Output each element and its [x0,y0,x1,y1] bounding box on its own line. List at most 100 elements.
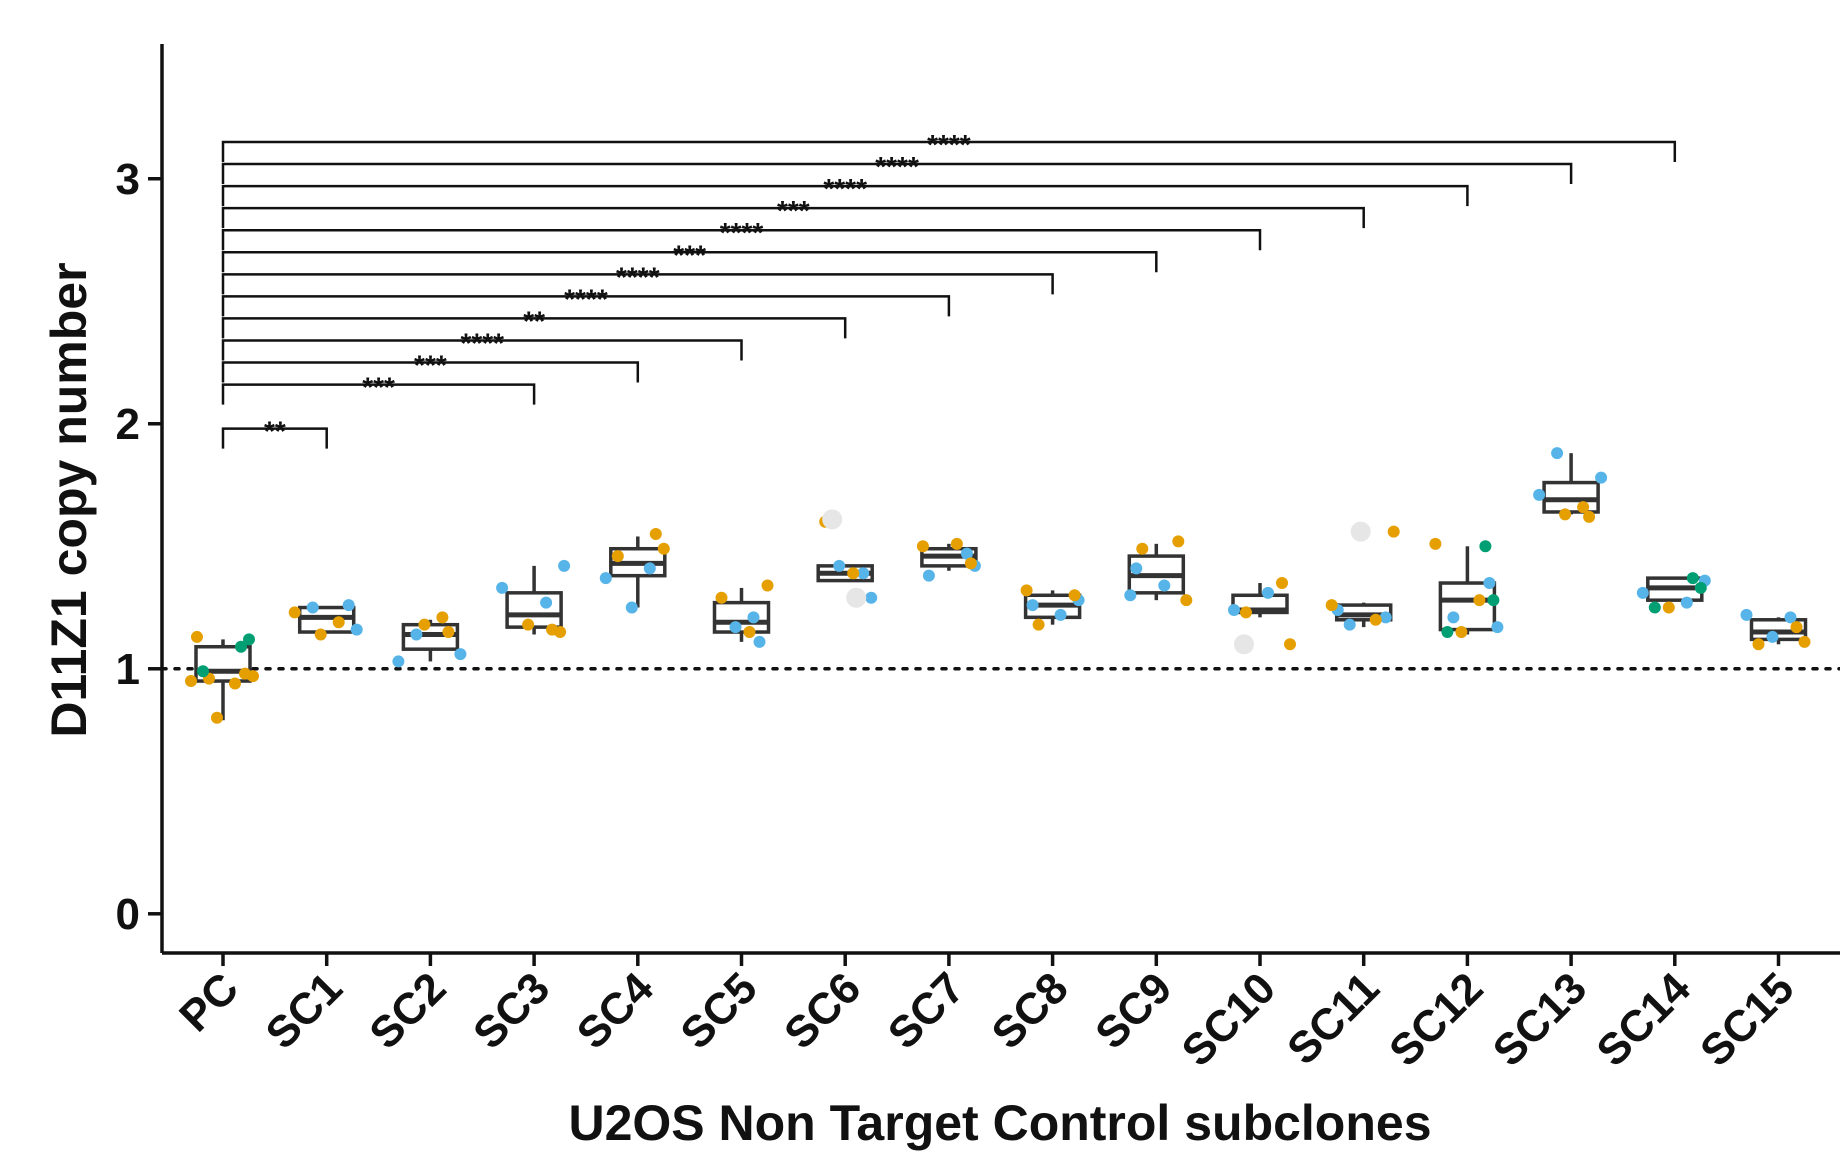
x-tick-label-sc10: SC10 [1173,963,1285,1075]
bracket-sc9 [221,251,1158,273]
point-sc14-3 [1662,601,1675,614]
bracket-sc3 [221,383,536,405]
x-tick-label-sc3: SC3 [464,963,559,1058]
sig-label-sc8: **** [616,261,660,292]
sig-label-sc5: **** [460,327,504,358]
point-sc3-0 [558,559,571,572]
box-sc3 [505,591,563,629]
point-sc15-4 [1798,635,1811,648]
point-sc12-4 [1473,594,1486,607]
point-sc13-0 [1551,447,1564,460]
bracket-sc4 [221,361,640,383]
box-sc5 [712,600,771,634]
x-tick-label-sc9: SC9 [1086,963,1181,1058]
point-sc3-5 [554,626,567,639]
point-sc3-3 [522,618,535,631]
point-sc8-3 [1020,584,1033,597]
point-sc7-0 [960,547,973,560]
point-sc6-6 [846,587,867,608]
point-sc1-3 [288,606,301,619]
point-sc15-0 [1740,608,1753,621]
box-layer [194,453,1808,721]
point-sc12-5 [1455,626,1468,639]
box-sc12 [1438,581,1497,632]
point-sc2-3 [436,611,449,624]
sig-label-sc7: **** [564,283,608,314]
sig-label-sc6: ** [523,305,545,336]
point-sc11-3 [1387,525,1400,538]
point-sc10-4 [1284,638,1296,651]
x-tick-label-sc15: SC15 [1691,963,1803,1075]
point-sc15-2 [1766,630,1779,643]
point-sc12-7 [1487,594,1500,607]
point-sc2-0 [410,628,423,641]
point-sc6-2 [865,591,878,604]
point-sc12-0 [1483,577,1496,590]
point-sc14-5 [1694,581,1707,594]
point-sc10-3 [1240,606,1252,619]
bracket-sc6 [221,317,847,339]
point-sc13-3 [1577,501,1590,514]
point-sc12-2 [1491,621,1504,634]
point-sc11-1 [1379,611,1392,624]
x-tick-label-sc1: SC1 [257,963,352,1058]
point-sc9-3 [1172,535,1185,548]
point-sc5-3 [761,579,774,592]
point-pc-7 [235,640,247,653]
point-sc10-1 [1228,603,1240,616]
sig-label-sc10: **** [720,217,764,248]
point-sc10-5 [1234,634,1254,655]
sig-label-sc3: *** [362,372,395,403]
point-sc12-8 [1441,626,1454,639]
point-sc10-2 [1276,577,1288,590]
point-pc-5 [229,677,241,690]
point-sc5-0 [747,611,760,624]
bracket-sc13 [221,162,1573,185]
point-sc8-2 [1054,608,1067,621]
point-layer [185,447,1811,724]
point-sc12-1 [1447,611,1460,624]
point-sc9-4 [1136,542,1149,555]
point-sc5-2 [753,635,766,648]
bracket-sc5 [221,339,743,361]
point-pc-3 [247,670,259,683]
point-sc11-6 [1350,521,1371,542]
point-sc9-2 [1124,589,1137,602]
point-sc11-5 [1369,613,1382,626]
x-tick-label-sc11: SC11 [1278,963,1389,1074]
point-sc9-5 [1180,594,1193,607]
y-tick-label-2: 2 [116,400,140,449]
sig-label-sc13: **** [875,151,919,182]
point-sc4-1 [643,562,656,575]
y-tick-label-1: 1 [116,645,140,694]
x-tick-label-sc12: SC12 [1380,963,1492,1075]
x-tick-label-sc2: SC2 [360,963,455,1058]
point-pc-6 [211,711,223,724]
point-sc3-2 [540,596,553,609]
point-sc14-1 [1636,586,1649,599]
point-sc2-2 [392,655,405,668]
x-tick-label-sc7: SC7 [879,963,974,1058]
sig-label-sc12: **** [823,173,867,204]
x-tick-label-sc14: SC14 [1587,963,1700,1076]
point-sc6-5 [822,509,843,530]
point-sc14-4 [1686,572,1699,585]
bracket-sc12 [221,184,1469,207]
y-tick-label-3: 3 [116,155,140,204]
y-tick-label-0: 0 [116,890,140,939]
point-sc3-1 [496,581,509,594]
point-sc4-5 [611,550,624,563]
point-sc14-2 [1680,596,1693,609]
point-sc5-4 [715,591,728,604]
point-sc8-4 [1068,589,1081,602]
point-sc7-2 [922,569,935,582]
x-tick-label-pc: PC [170,963,248,1041]
x-tick-label-sc8: SC8 [982,963,1077,1058]
x-tick-label-sc4: SC4 [568,963,664,1059]
bracket-sc8 [221,273,1054,295]
point-sc11-2 [1343,618,1356,631]
point-sc7-3 [950,537,963,550]
point-sc5-1 [729,621,742,634]
